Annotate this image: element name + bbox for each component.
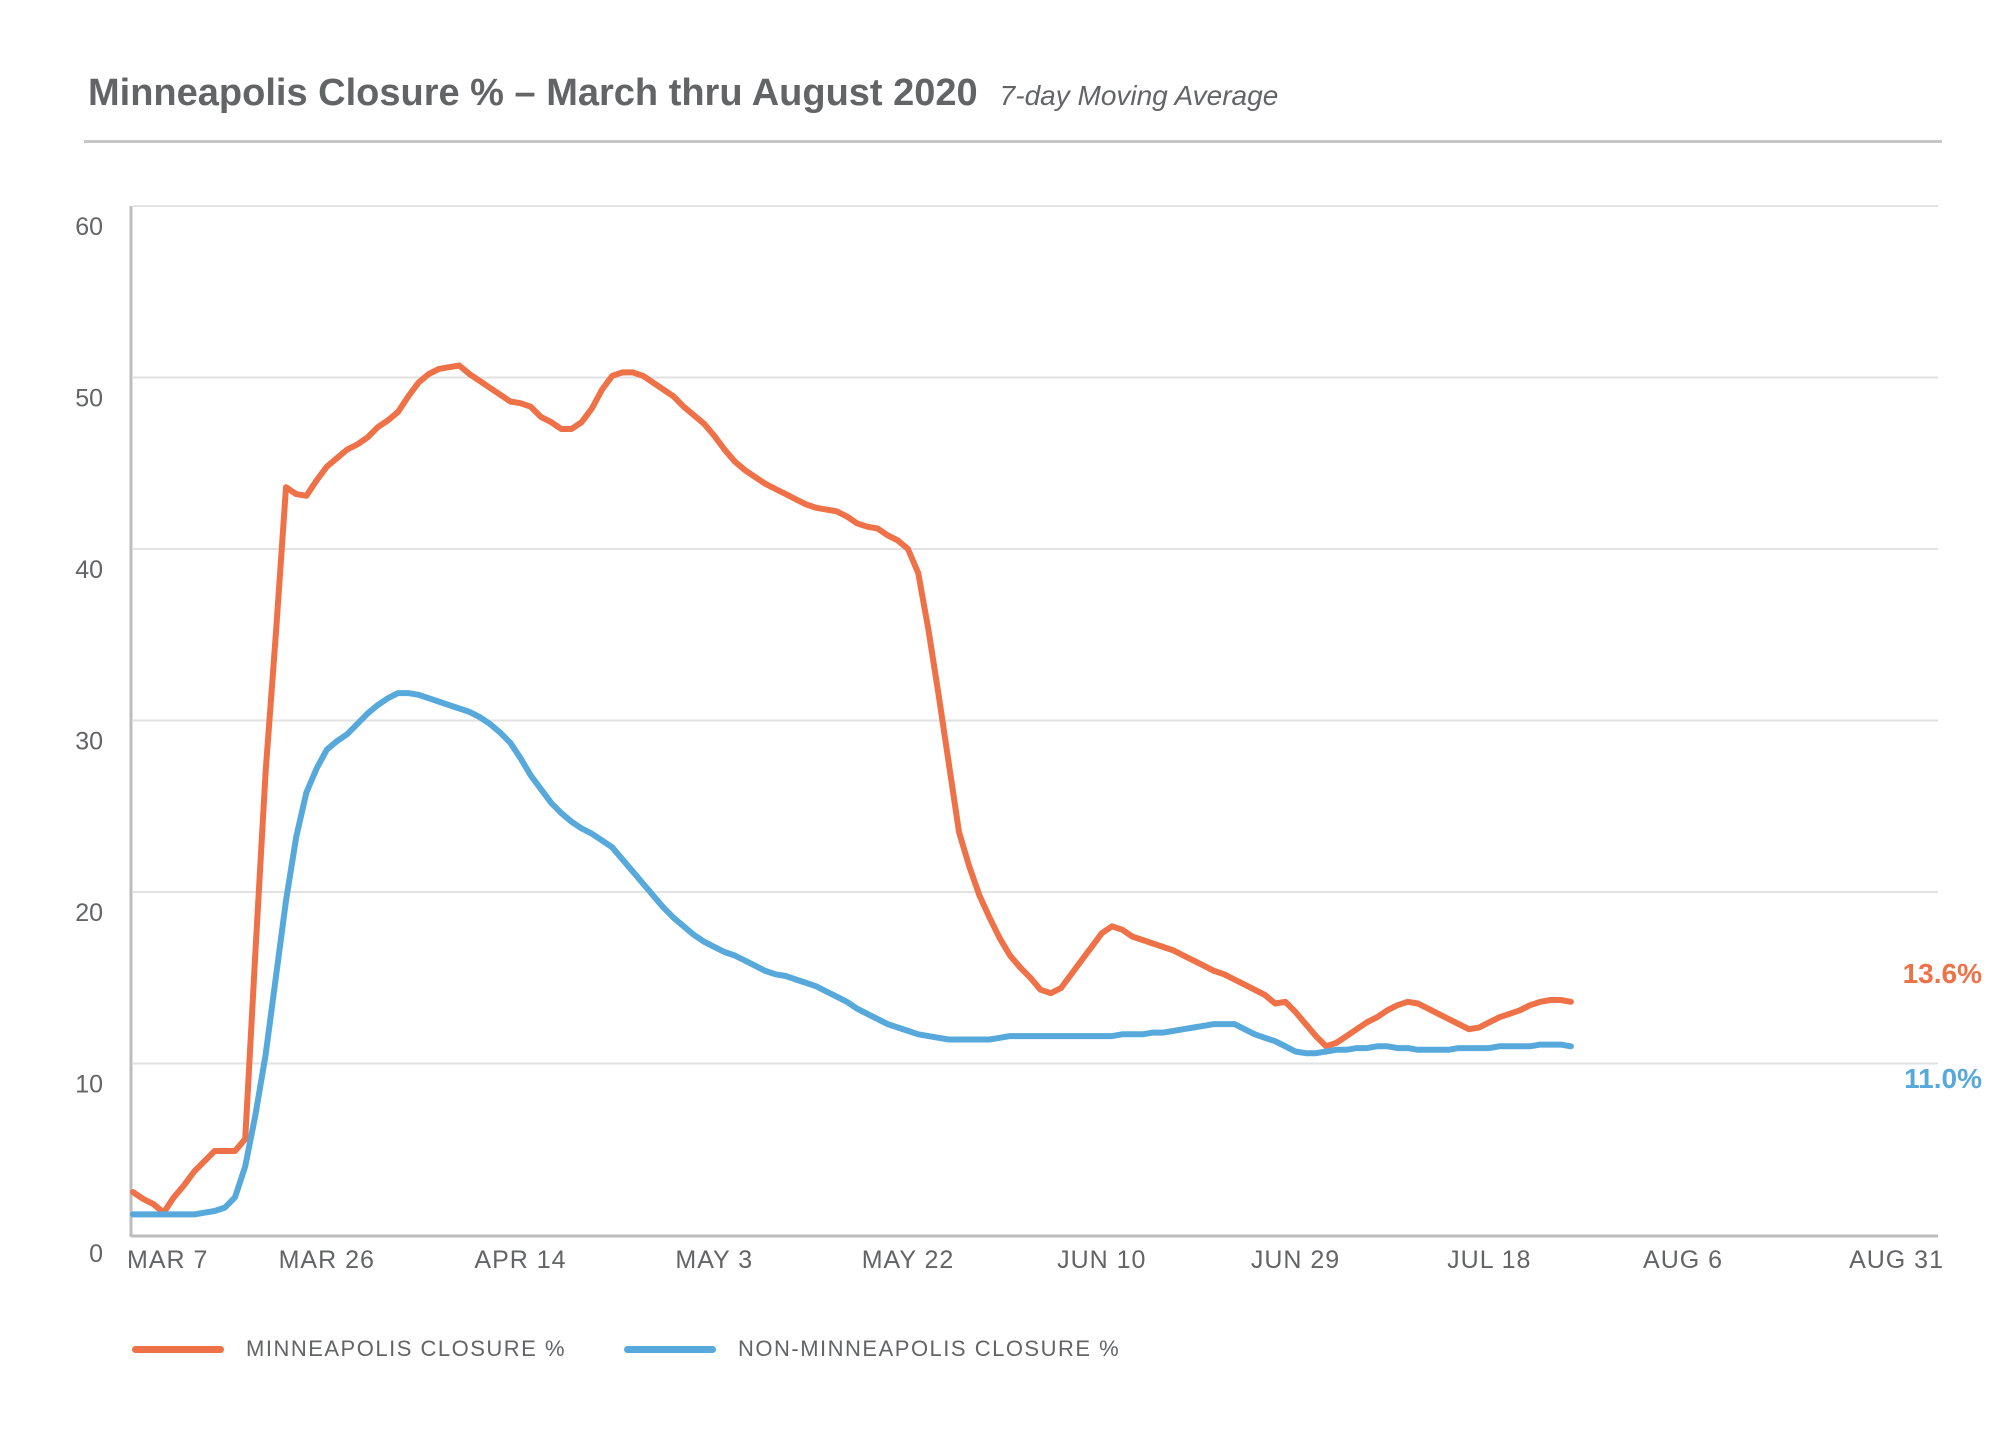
header-divider <box>84 140 1942 143</box>
x-tick-label: AUG 6 <box>1643 1246 1723 1274</box>
legend-swatch-non-minneapolis <box>624 1345 716 1353</box>
series-line-non-minneapolis <box>130 690 1574 1218</box>
legend: MINNEAPOLIS CLOSURE % NON-MINNEAPOLIS CL… <box>0 1336 2000 1376</box>
chart-subtitle: 7-day Moving Average <box>999 80 1279 111</box>
legend-swatch-minneapolis <box>132 1345 224 1353</box>
x-tick-label: AUG 31 <box>1849 1246 1944 1274</box>
x-tick-label: MAR 7 <box>127 1246 208 1274</box>
chart-title: Minneapolis Closure % – March thru Augus… <box>88 72 978 114</box>
series-line-minneapolis <box>130 362 1574 1216</box>
y-tick-label: 40 <box>75 556 103 584</box>
legend-item-non-minneapolis: NON-MINNEAPOLIS CLOSURE % <box>624 1336 1120 1362</box>
x-tick-label: JUN 10 <box>1057 1246 1146 1274</box>
end-label-minneapolis: 13.6% <box>1903 958 1982 989</box>
x-tick-label: MAY 22 <box>862 1246 955 1274</box>
legend-label-minneapolis: MINNEAPOLIS CLOSURE % <box>246 1336 567 1361</box>
y-tick-label: 50 <box>75 385 103 413</box>
y-tick-label: 60 <box>75 213 103 241</box>
end-label-non-minneapolis: 11.0% <box>1904 1063 1982 1094</box>
legend-label-non-minneapolis: NON-MINNEAPOLIS CLOSURE % <box>738 1336 1121 1361</box>
x-tick-label: JUL 18 <box>1447 1246 1531 1274</box>
y-tick-label: 20 <box>75 899 103 927</box>
legend-item-minneapolis: MINNEAPOLIS CLOSURE % <box>132 1336 566 1362</box>
y-tick-label: 0 <box>89 1240 103 1268</box>
y-tick-label: 10 <box>75 1071 103 1099</box>
x-tick-label: MAR 26 <box>279 1246 375 1274</box>
y-tick-label: 30 <box>75 728 103 756</box>
x-tick-label: MAY 3 <box>675 1246 753 1274</box>
x-tick-label: JUN 29 <box>1251 1246 1340 1274</box>
chart-header: Minneapolis Closure % – March thru Augus… <box>88 72 1278 115</box>
x-tick-label: APR 14 <box>474 1246 566 1274</box>
